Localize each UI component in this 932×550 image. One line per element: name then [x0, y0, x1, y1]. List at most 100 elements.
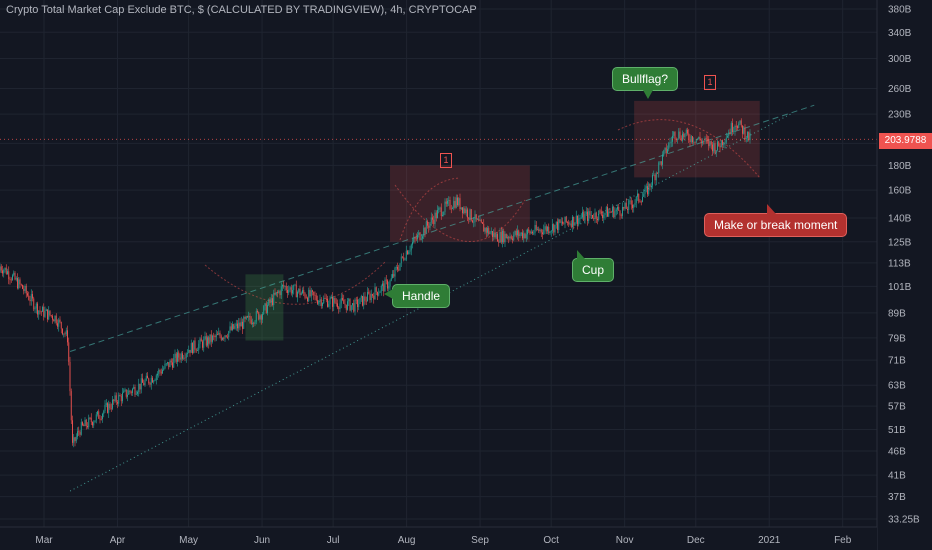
candle-body: [690, 136, 692, 142]
candle-body: [399, 263, 401, 271]
candle-body: [468, 217, 470, 220]
candle-body: [500, 231, 502, 243]
candle: [85, 418, 87, 430]
candle-body: [387, 280, 388, 289]
candle: [34, 306, 36, 313]
candle-body: [20, 284, 22, 286]
candle-body: [278, 291, 280, 293]
break-callout[interactable]: Make or break moment: [704, 204, 848, 237]
y-tick-label: 71B: [888, 356, 906, 367]
candle: [158, 368, 160, 378]
candle-body: [552, 224, 553, 231]
candle: [289, 285, 291, 292]
candle: [723, 141, 725, 149]
candle: [144, 378, 146, 387]
candle: [400, 253, 402, 268]
candle-body: [405, 250, 407, 260]
candle-body: [277, 292, 278, 293]
candle: [103, 409, 105, 418]
candle-body: [318, 301, 320, 304]
candle: [184, 352, 186, 362]
candle-body: [153, 380, 155, 383]
candle-body: [470, 209, 472, 221]
candle-body: [370, 294, 372, 301]
candle: [667, 145, 668, 154]
candle: [125, 389, 127, 399]
bullflag-callout[interactable]: Bullflag?: [612, 67, 679, 99]
candle-body: [559, 219, 561, 223]
x-axis[interactable]: Mar Apr May Jun Jul Aug Sep Oct Nov Dec 2021 Feb: [0, 526, 877, 550]
candle: [718, 141, 720, 147]
candle-body: [257, 311, 258, 313]
candle: [155, 373, 157, 385]
candle-body: [132, 388, 133, 393]
candle: [579, 215, 581, 224]
candle: [107, 402, 108, 414]
candle-body: [637, 193, 638, 197]
candle: [118, 392, 120, 407]
handle-callout[interactable]: Handle: [383, 284, 451, 308]
candle-body: [654, 174, 656, 181]
candle-body: [270, 298, 272, 303]
candle-body: [332, 296, 333, 307]
candle-body: [740, 120, 742, 126]
candle-body: [629, 200, 631, 202]
candle: [239, 318, 241, 331]
candle-body: [402, 256, 403, 258]
candle-body: [565, 216, 567, 222]
y-axis[interactable]: 380B340B300B260B230B200B180B160B140B125B…: [876, 0, 932, 550]
candle: [462, 207, 463, 219]
candle: [53, 318, 55, 322]
candle-body: [4, 267, 6, 270]
candle: [305, 294, 307, 299]
candle-body: [254, 321, 256, 324]
candle: [503, 228, 505, 244]
candle-body: [443, 211, 445, 215]
candle: [352, 303, 353, 310]
candle: [412, 238, 413, 249]
candle-body: [602, 214, 603, 219]
candle: [564, 216, 566, 229]
candle: [492, 230, 493, 242]
candle-body: [22, 285, 23, 289]
candle: [177, 348, 178, 367]
candle: [190, 339, 192, 353]
candle-body: [710, 141, 712, 145]
candle-body: [739, 120, 741, 124]
candle: [135, 390, 137, 396]
candle: [697, 137, 698, 141]
candle: [683, 132, 685, 140]
candle-body: [492, 231, 493, 238]
candle-body: [218, 332, 220, 335]
candle-body: [333, 297, 335, 307]
candle: [99, 414, 101, 424]
candle: [10, 277, 12, 283]
candle: [420, 233, 422, 241]
candle: [354, 297, 356, 316]
candle: [49, 310, 51, 317]
candle: [109, 401, 111, 410]
candle: [5, 264, 7, 275]
candle: [533, 229, 535, 236]
candle: [149, 381, 151, 388]
candle: [587, 207, 588, 226]
candle: [397, 262, 398, 273]
candle-body: [18, 279, 20, 289]
candle: [713, 140, 715, 154]
candle: [522, 229, 523, 241]
candle: [143, 379, 145, 386]
candle-body: [389, 280, 391, 287]
candle-body: [455, 197, 457, 208]
candle: [230, 323, 232, 331]
candle: [429, 222, 431, 231]
candle: [417, 231, 418, 243]
candle-body: [319, 299, 321, 302]
candle-body: [364, 296, 366, 301]
candle: [57, 319, 58, 330]
candle: [704, 136, 706, 145]
candle-body: [85, 419, 87, 427]
candle-body: [704, 138, 706, 142]
cup-callout[interactable]: Cup: [572, 250, 615, 282]
candle: [540, 228, 542, 238]
